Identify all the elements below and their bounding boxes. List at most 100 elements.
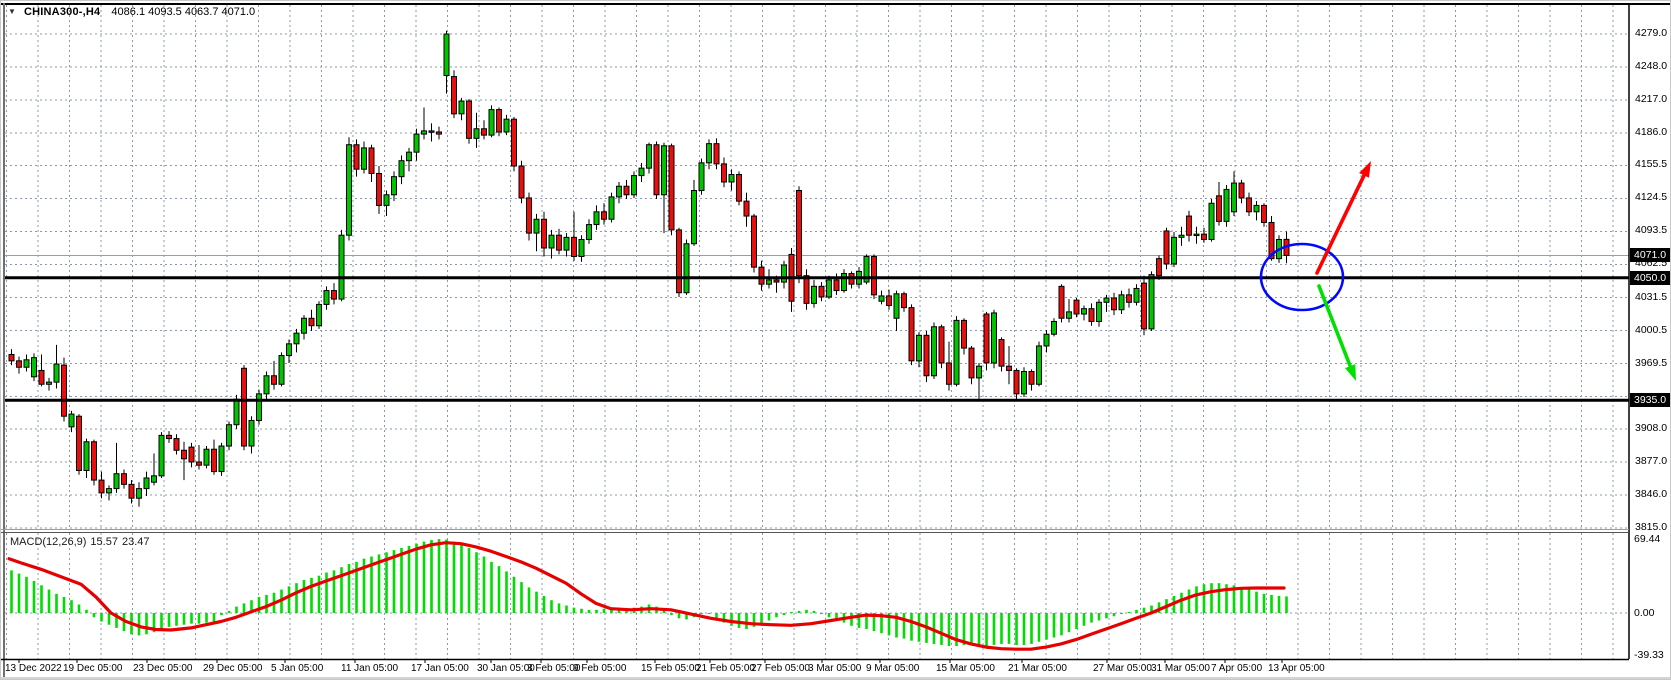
candle	[1006, 345, 1012, 385]
bearish-scenario-arrow[interactable]	[1317, 284, 1356, 381]
candle	[743, 192, 750, 227]
candle	[1193, 226, 1200, 244]
macd-axis-label: -39.33	[1634, 648, 1664, 661]
chart-symbol-label: CHINA300-,H4	[23, 6, 101, 18]
candle	[1073, 298, 1080, 318]
time-axis-label: 29 Dec 05:00	[203, 663, 263, 674]
window-top-border	[1, 3, 1670, 5]
candle	[781, 260, 787, 289]
candle	[1156, 255, 1162, 280]
macd-signal-value: 23.47	[121, 536, 150, 548]
panel-borders	[1, 5, 1630, 661]
time-axis-label: 11 Jan 05:00	[341, 663, 399, 674]
candle	[593, 205, 600, 230]
candle	[1081, 305, 1087, 321]
candle	[953, 316, 960, 387]
candle	[676, 227, 682, 297]
candle	[1171, 232, 1177, 268]
candle	[181, 441, 187, 481]
candle	[173, 434, 180, 455]
candle	[623, 179, 630, 200]
candle	[811, 279, 817, 308]
candle	[1201, 227, 1207, 243]
time-axis-label: 23 Dec 05:00	[133, 663, 193, 674]
trade-zone-ellipse[interactable]	[1259, 242, 1345, 312]
symbol-dropdown-icon[interactable]: ▼	[8, 7, 16, 16]
candle	[1126, 288, 1132, 308]
candle	[848, 271, 855, 289]
time-axis-label: 9 Feb 05:00	[573, 663, 627, 674]
price-axis-label: 4031.5	[1635, 290, 1668, 303]
candle	[466, 98, 472, 144]
candle	[53, 344, 60, 389]
candle	[698, 158, 705, 195]
candle	[991, 309, 997, 369]
candle	[548, 229, 555, 259]
time-axis-label: 15 Mar 05:00	[936, 663, 995, 674]
candle	[458, 97, 465, 121]
candle	[31, 353, 37, 382]
candle	[443, 30, 450, 94]
time-axis-label: 3 Feb 05:00	[527, 663, 581, 674]
candle	[196, 444, 202, 470]
candle	[668, 143, 675, 236]
time-axis-label: 15 Feb 05:00	[641, 663, 700, 674]
time-axis-label: 5 Jan 05:00	[271, 663, 324, 674]
candle	[803, 269, 810, 310]
window-left-border	[3, 3, 5, 677]
candle	[301, 315, 307, 340]
candle	[1231, 171, 1237, 217]
candle	[1021, 367, 1027, 398]
price-axis-label: 4279.0	[1635, 27, 1668, 39]
candle	[1066, 299, 1072, 323]
candle	[961, 318, 967, 355]
candle	[886, 289, 892, 310]
price-axis-label: 3846.0	[1635, 487, 1668, 500]
candle	[968, 345, 975, 385]
candle	[1253, 201, 1260, 221]
chart-symbol-line: ▼ CHINA300-,H4 4086.1 4093.5 4063.7 4071…	[8, 6, 255, 18]
candle	[878, 290, 885, 305]
candle	[578, 235, 585, 262]
candle	[638, 162, 645, 182]
candle	[563, 233, 570, 257]
candle	[1261, 203, 1267, 227]
candle	[608, 192, 615, 223]
candle	[143, 471, 150, 497]
candle	[83, 438, 90, 478]
price-axis-label: 3908.0	[1635, 421, 1668, 434]
price-axis-label: 3815.0	[1635, 521, 1668, 533]
candle	[263, 371, 270, 401]
candle	[826, 275, 832, 300]
candle	[23, 354, 30, 372]
candle	[893, 290, 900, 332]
candle	[1058, 284, 1065, 323]
candle	[691, 179, 697, 246]
candle	[1043, 329, 1050, 353]
candle	[518, 160, 525, 204]
candle	[398, 155, 405, 185]
horizontal-price-lines[interactable]	[5, 276, 1629, 402]
bullish-scenario-arrow[interactable]	[1315, 161, 1371, 275]
candle	[436, 126, 442, 140]
price-axis-label: 3969.5	[1635, 356, 1668, 369]
candle	[1208, 199, 1215, 242]
candle	[158, 432, 165, 478]
candle	[353, 139, 360, 177]
candle	[571, 211, 577, 261]
time-axis-label: 31 Mar 05:00	[1151, 663, 1210, 674]
candle	[1118, 290, 1125, 315]
candle	[721, 157, 727, 188]
candle	[1163, 227, 1170, 270]
candle	[901, 291, 907, 312]
time-axis-label: 7 Apr 05:00	[1211, 663, 1263, 674]
time-axis-label: 21 Feb 05:00	[696, 663, 755, 674]
time-axis-label: 13 Dec 2022	[5, 663, 62, 674]
macd-value: 15.57	[90, 536, 118, 548]
candle	[346, 137, 352, 241]
candle	[271, 360, 277, 390]
candle	[383, 190, 390, 217]
candle	[98, 471, 105, 499]
time-axis-label: 21 Mar 05:00	[1008, 663, 1067, 674]
